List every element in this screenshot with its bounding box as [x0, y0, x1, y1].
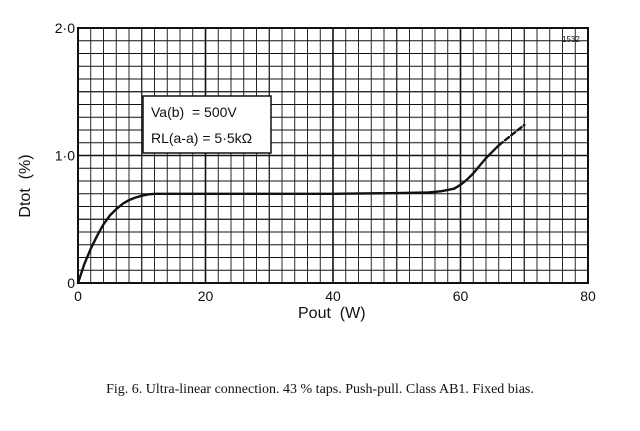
series-line-dashed [497, 123, 526, 147]
y-axis-label: Dtot (%) [17, 154, 34, 217]
x-tick-label: 0 [74, 288, 82, 304]
annotation-box [142, 95, 272, 154]
x-tick-label: 20 [198, 288, 214, 304]
grid [78, 28, 588, 283]
tick-labels: 0 20 40 60 80 0 1·0 2·0 [55, 20, 596, 304]
x-axis-label: Pout (W) [298, 305, 366, 322]
y-tick-label: 2·0 [55, 20, 75, 36]
plot-frame [77, 27, 589, 284]
series [76, 123, 526, 285]
y-tick-label: 0 [67, 275, 75, 291]
y-tick-label: 1·0 [55, 148, 75, 164]
x-tick-label: 60 [453, 288, 469, 304]
annotation-line-2: RL(a-a) = 5·5kΩ [151, 130, 252, 146]
x-tick-label: 40 [325, 288, 341, 304]
series-line [76, 144, 500, 285]
plot-area [77, 27, 589, 284]
annotation-line-1: Va(b) = 500V [151, 104, 237, 120]
figure-reference: 1532 [562, 35, 580, 44]
figure-caption: Fig. 6. Ultra-linear connection. 43 % ta… [106, 382, 534, 397]
x-tick-label: 80 [580, 288, 596, 304]
